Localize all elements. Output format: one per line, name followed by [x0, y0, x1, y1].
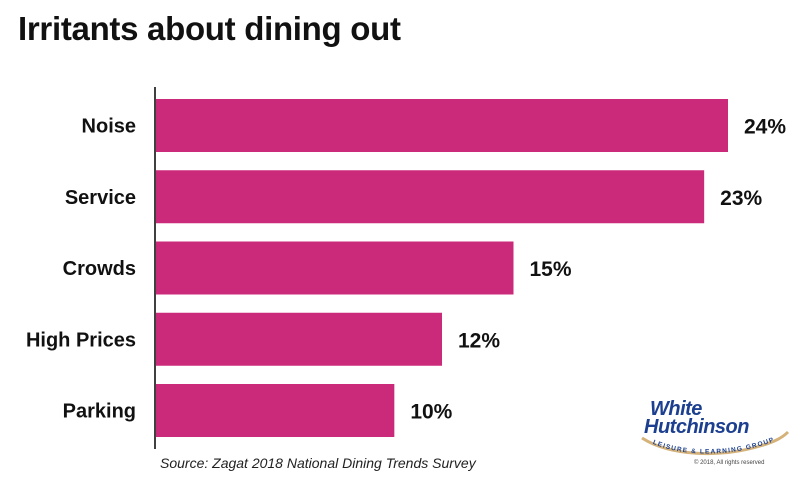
source-note: Source: Zagat 2018 National Dining Trend…	[160, 455, 476, 471]
bars-group	[156, 99, 728, 437]
bar-high-prices	[156, 312, 442, 366]
value-label: 23%	[720, 187, 762, 210]
value-label: 10%	[410, 401, 452, 424]
bar-parking	[156, 384, 395, 437]
logo-swoosh-icon: LEISURE & LEARNING GROUP	[641, 430, 790, 456]
value-labels: 24% 23% 15% 12% 10%	[410, 116, 786, 424]
category-labels: Noise Service Crowds High Prices Parking	[26, 116, 136, 423]
logo-tagline: LEISURE & LEARNING GROUP	[652, 436, 775, 455]
category-label: High Prices	[26, 329, 136, 351]
bar-service	[156, 170, 705, 224]
svg-text:LEISURE & LEARNING GROUP: LEISURE & LEARNING GROUP	[652, 436, 776, 455]
category-label: Service	[65, 187, 136, 209]
value-label: 12%	[458, 329, 500, 352]
category-label: Noise	[82, 116, 136, 138]
value-label: 15%	[530, 258, 572, 281]
category-label: Crowds	[63, 258, 136, 280]
logo-copyright: © 2018, All rights reserved	[694, 460, 765, 466]
category-label: Parking	[63, 401, 136, 423]
white-hutchinson-logo: White Hutchinson LEISURE & LEARNING GROU…	[640, 398, 790, 470]
bar-noise	[156, 99, 728, 152]
logo-text-line2: Hutchinson	[644, 416, 750, 438]
bar-crowds	[156, 241, 514, 295]
logo-text-line1: White	[650, 398, 702, 420]
value-label: 24%	[744, 116, 786, 139]
chart-title: Irritants about dining out	[18, 10, 401, 47]
